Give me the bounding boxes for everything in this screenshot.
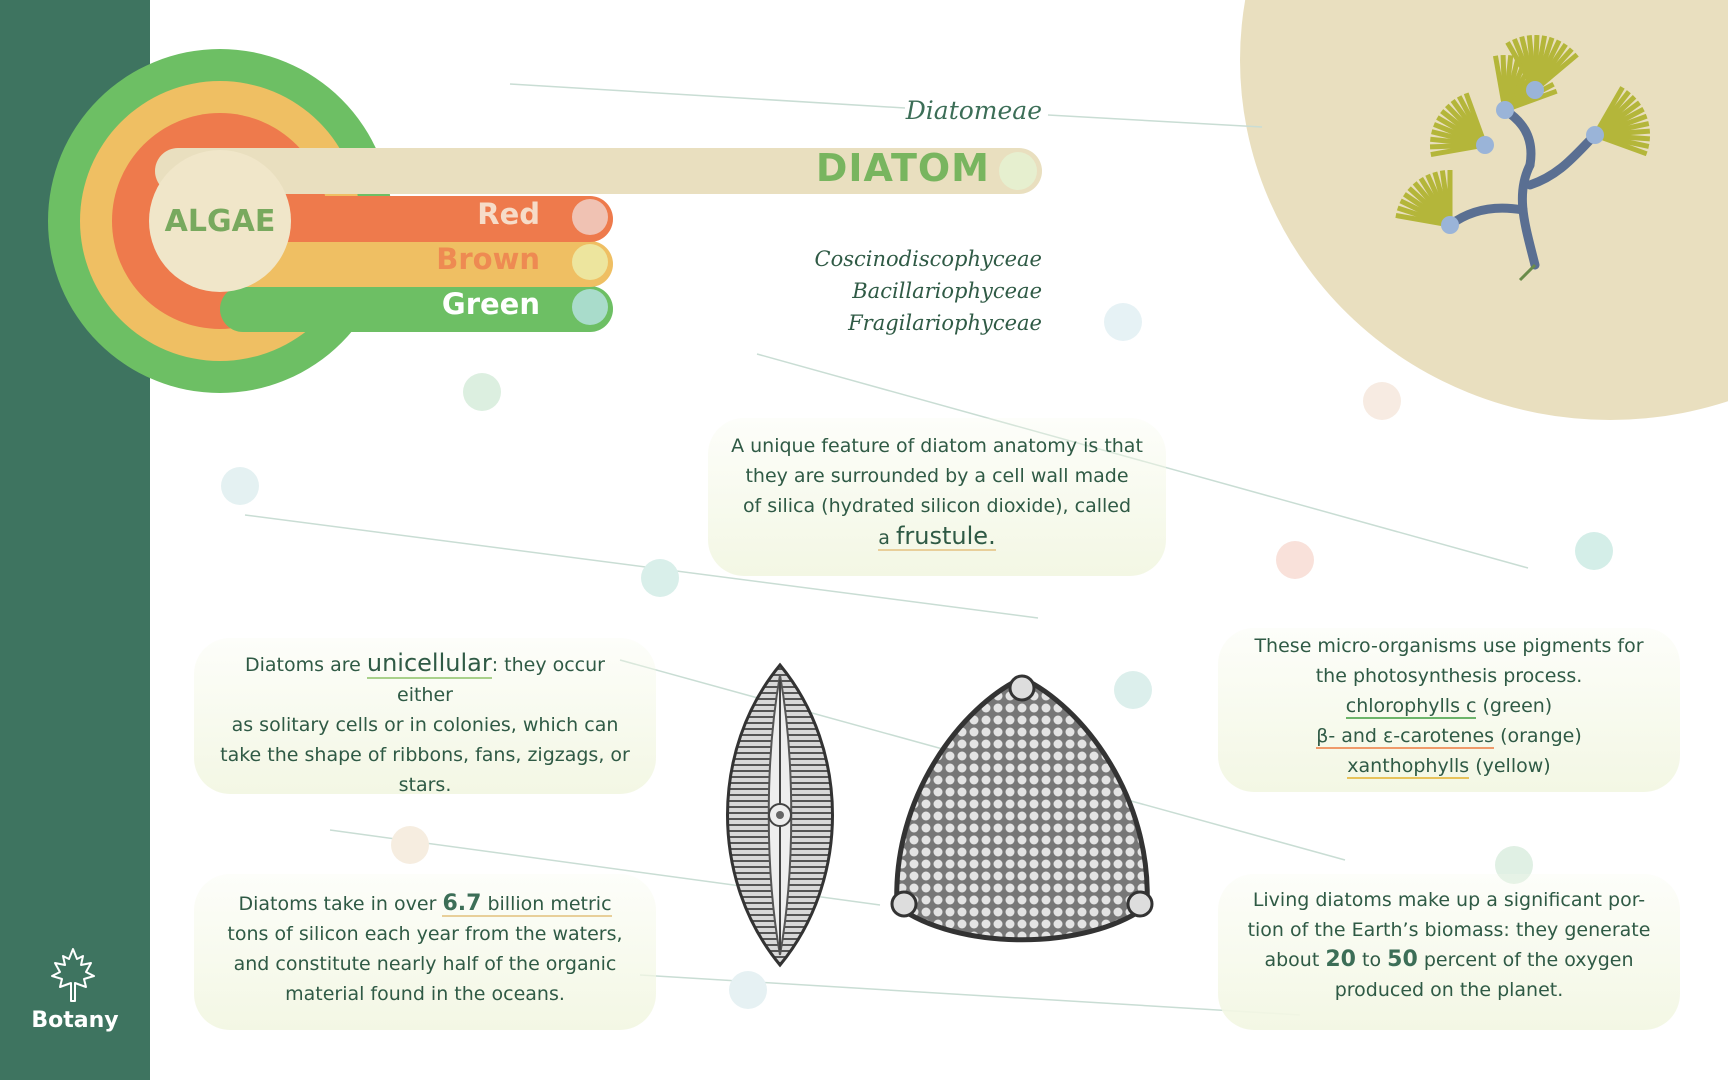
- text-line: Living diatoms make up a significant por…: [1252, 889, 1646, 911]
- text-line: tons of silicon each year from the water…: [227, 923, 623, 945]
- text-line: These micro-organisms use pigments for: [1254, 635, 1644, 657]
- diatom-classes-list: Coscinodiscophyceae Bacillariophyceae Fr…: [760, 243, 1042, 339]
- fan-center: [1526, 81, 1544, 99]
- pigment-carotenes: β- and ε-carotenes: [1316, 725, 1495, 749]
- text-line: take the shape of ribbons, fans, zigzags…: [220, 744, 630, 766]
- pigment-xanthophylls: xanthophylls: [1347, 755, 1470, 779]
- class-item: Bacillariophyceae: [852, 279, 1042, 303]
- fan-center: [1441, 216, 1459, 234]
- fan-blade: [1504, 88, 1558, 113]
- branch-label-green: Green: [441, 287, 540, 321]
- oxygen-max: 50: [1387, 947, 1418, 972]
- class-item: Fragilariophyceae: [848, 311, 1042, 335]
- maple-leaf-icon: [51, 948, 95, 1002]
- pennate-diatom-illustration: [726, 662, 834, 968]
- taxon-label: Diatomeae: [905, 96, 1042, 125]
- text-line: A unique feature of diatom anatomy is th…: [731, 435, 1143, 457]
- text-prefix: Diatoms are: [245, 654, 361, 676]
- text-line: as solitary cells or in colonies, which …: [231, 714, 619, 736]
- pigment-note: (yellow): [1475, 755, 1551, 777]
- text-line: and constitute nearly half of the organi…: [233, 953, 617, 975]
- text-about: about: [1264, 949, 1320, 971]
- card-frustule: A unique feature of diatom anatomy is th…: [708, 418, 1166, 576]
- branch-label-red: Red: [477, 197, 540, 231]
- fan-blade: [1463, 92, 1488, 146]
- text-to: to: [1362, 949, 1382, 971]
- pigment-note: (green): [1482, 695, 1553, 717]
- card-biomass: Living diatoms make up a significant por…: [1218, 874, 1680, 1030]
- text-prefix: a: [878, 527, 890, 549]
- pigment-chlorophylls: chlorophylls c: [1345, 695, 1477, 719]
- fan-center: [1586, 126, 1604, 144]
- diatom-label: DIATOM: [815, 146, 990, 190]
- fan-center: [1496, 101, 1514, 119]
- text-line: the photosynthesis process.: [1315, 665, 1583, 687]
- term-frustule: frustule.: [895, 522, 996, 550]
- text-line: stars.: [398, 774, 452, 796]
- fan-blade: [1594, 132, 1648, 157]
- text-rest: percent of the oxygen: [1423, 949, 1634, 971]
- card-unicellular: Diatoms are unicellular: they occur eith…: [194, 638, 656, 796]
- text-line: tion of the Earth’s biomass: they genera…: [1247, 919, 1651, 941]
- text-rest: : they occur either: [397, 654, 605, 706]
- card-pigments: These micro-organisms use pigments for t…: [1218, 628, 1680, 792]
- text-suffix: billion metric: [487, 893, 612, 915]
- triangular-diatom-illustration: [890, 674, 1154, 943]
- fan-blade: [1533, 52, 1579, 92]
- branch-label-brown: Brown: [436, 242, 540, 276]
- text-line: material found in the oceans.: [285, 983, 565, 1005]
- fan-diatom-colony-illustration: [1395, 35, 1651, 282]
- class-item: Coscinodiscophyceae: [814, 247, 1042, 271]
- card-silicon: Diatoms take in over 6.7 billion metric …: [194, 874, 656, 1030]
- text-line: they are surrounded by a cell wall made: [745, 465, 1129, 487]
- text-prefix: Diatoms take in over: [238, 893, 437, 915]
- algae-center-label: ALGAE: [164, 204, 276, 239]
- text-line: produced on the planet.: [1334, 979, 1564, 1001]
- text-line: of silica (hydrated silicon dioxide), ca…: [742, 495, 1132, 517]
- brand-name: Botany: [31, 1008, 119, 1033]
- silicon-number: 6.7: [442, 891, 482, 916]
- oxygen-min: 20: [1325, 947, 1356, 972]
- term-unicellular: unicellular: [366, 649, 492, 679]
- pigment-note: (orange): [1500, 725, 1582, 747]
- fan-center: [1476, 136, 1494, 154]
